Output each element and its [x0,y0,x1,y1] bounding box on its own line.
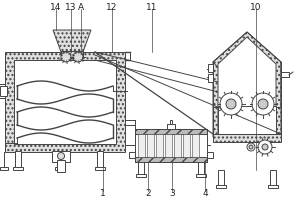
Circle shape [262,144,268,150]
Bar [57,160,65,172]
Circle shape [247,143,255,151]
Polygon shape [218,37,276,132]
Bar [183,134,190,157]
Bar [52,151,70,162]
Circle shape [61,52,71,62]
Polygon shape [213,32,281,137]
Bar [136,174,146,177]
Bar [95,167,105,170]
Bar [13,167,23,170]
Bar [61,51,83,58]
Bar [174,134,181,157]
Bar [270,170,276,186]
Bar [213,107,281,137]
Bar [5,52,125,152]
Bar [192,134,199,157]
Circle shape [58,152,64,160]
Bar [135,129,207,134]
Text: 14: 14 [50,2,62,11]
Circle shape [258,99,268,109]
Bar [147,134,154,157]
Bar [0,167,8,170]
Bar [135,129,207,162]
Bar [208,64,213,72]
Bar [57,151,63,168]
Bar [216,185,226,188]
Circle shape [258,140,272,154]
Text: 1: 1 [100,188,106,198]
Bar [218,106,276,134]
Bar [55,167,65,170]
Bar [268,185,278,188]
Bar [138,161,144,175]
Circle shape [249,145,253,149]
Bar [129,152,135,158]
Bar [281,72,289,77]
Text: 11: 11 [146,2,158,11]
Bar [167,124,175,129]
Bar [170,120,172,124]
Text: A: A [78,2,84,11]
Bar [138,134,145,157]
Bar [218,170,224,186]
Text: 13: 13 [65,2,77,11]
Text: 10: 10 [250,2,262,11]
Bar [213,134,281,142]
Circle shape [226,99,236,109]
Bar [156,134,163,157]
Circle shape [252,93,274,115]
Polygon shape [53,30,91,52]
Bar [15,151,21,168]
Circle shape [220,93,242,115]
Text: 2: 2 [145,188,151,198]
Bar [208,74,213,82]
Bar [198,161,204,175]
Bar [14,60,116,144]
Text: 4: 4 [202,188,208,198]
Bar [97,151,103,168]
Text: 3: 3 [169,188,175,198]
Bar [207,152,213,158]
Text: 12: 12 [106,2,118,11]
Circle shape [73,52,83,62]
Bar [135,157,207,162]
Bar [165,134,172,157]
Bar [0,86,7,96]
Bar [196,174,206,177]
